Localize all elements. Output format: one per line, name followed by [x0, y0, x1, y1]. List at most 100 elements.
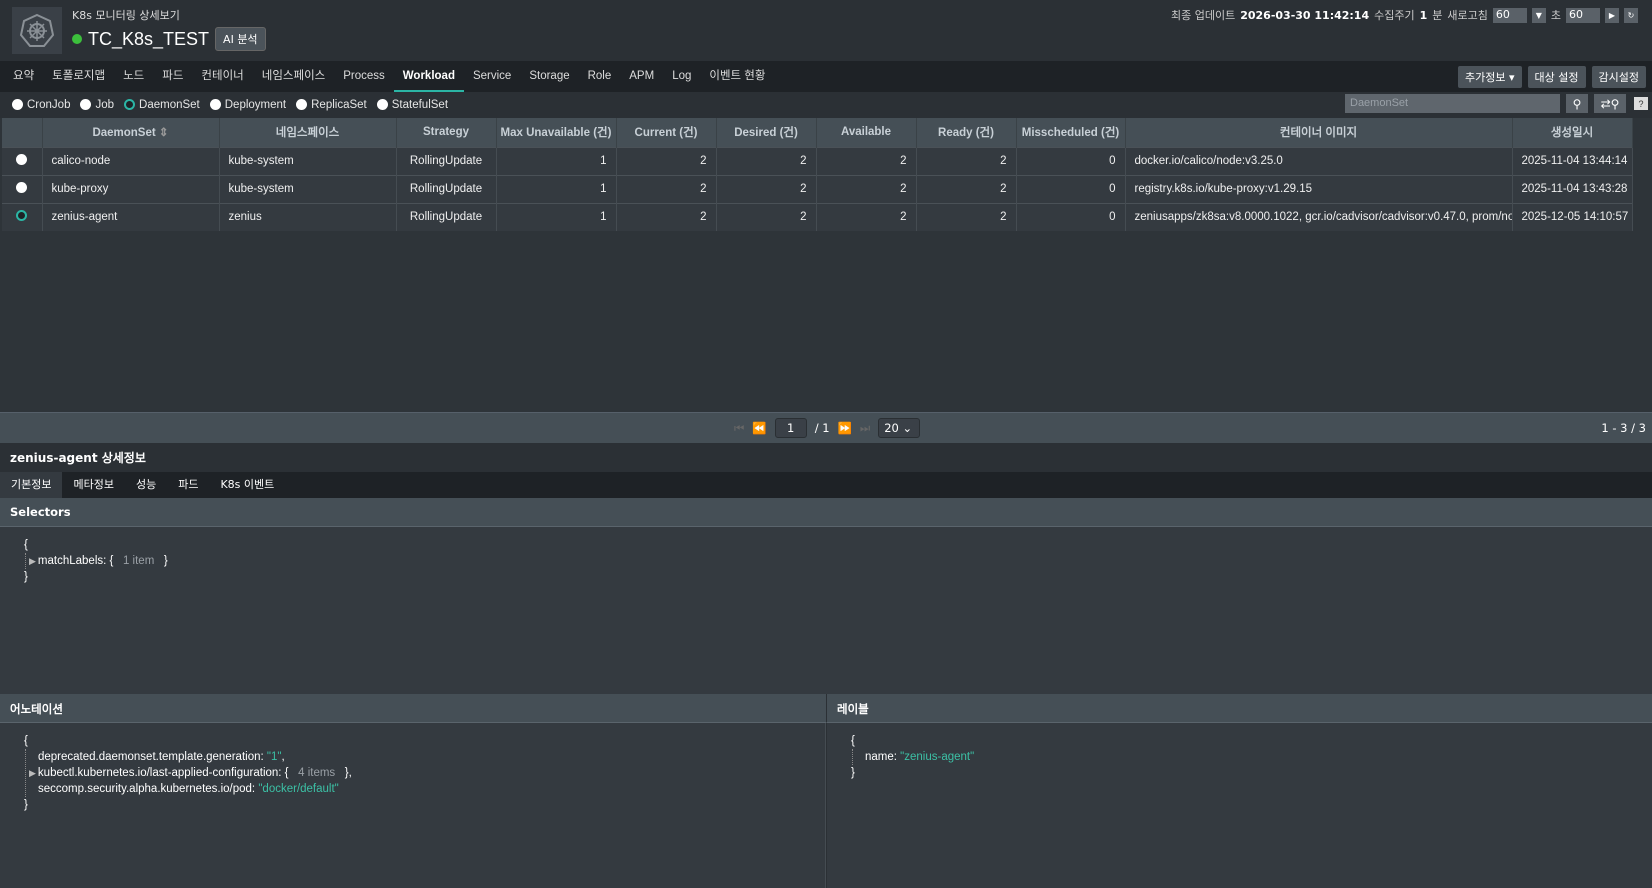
- table-cell: registry.k8s.io/kube-proxy:v1.29.15: [1125, 174, 1513, 203]
- tab-role[interactable]: Role: [587, 70, 612, 82]
- tab-apm[interactable]: APM: [629, 70, 655, 82]
- radio-statefulset[interactable]: StatefulSet: [376, 99, 448, 111]
- tab-process[interactable]: Process: [343, 70, 385, 82]
- tab-summary[interactable]: 요약: [13, 70, 35, 82]
- page-size-select[interactable]: 20 ⌄: [878, 418, 921, 438]
- tab-service[interactable]: Service: [472, 70, 512, 82]
- radio-job[interactable]: Job: [80, 99, 114, 111]
- first-page-icon[interactable]: ⏮: [734, 420, 745, 435]
- tab-workload[interactable]: Workload: [393, 61, 464, 92]
- table-cell: 1: [496, 146, 617, 175]
- ai-analysis-button[interactable]: AI 분석: [215, 27, 266, 51]
- cluster-title: TC_K8s_TEST: [88, 28, 210, 49]
- col-created[interactable]: 생성일시: [1512, 118, 1633, 147]
- table-cell: kube-system: [219, 174, 397, 203]
- tab-namespace[interactable]: 네임스페이스: [261, 70, 326, 82]
- help-icon[interactable]: ?: [1634, 97, 1648, 110]
- table-cell: 2: [716, 146, 817, 175]
- page-input[interactable]: 1: [774, 418, 807, 438]
- table-cell: 2: [816, 202, 917, 231]
- table-cell: 2: [916, 202, 1017, 231]
- radio-daemonset[interactable]: DaemonSet: [124, 99, 200, 111]
- radio-label: Job: [95, 98, 115, 111]
- col-image[interactable]: 컨테이너 이미지: [1125, 118, 1513, 147]
- refresh-label: 새로고침: [1447, 9, 1488, 22]
- col-current[interactable]: Current (건): [616, 118, 717, 147]
- radio-icon: [376, 99, 388, 110]
- tab-pods[interactable]: 파드: [178, 478, 199, 491]
- header: K8s 모니터링 상세보기 TC_K8s_TEST AI 분석 최종 업데이트 …: [0, 0, 1652, 61]
- tab-topology[interactable]: 토폴로지맵: [52, 70, 106, 82]
- table-cell: kube-system: [219, 146, 397, 175]
- table-row[interactable]: kube-proxy kube-system RollingUpdate 1 2 2 2 2 0…: [2, 174, 1633, 203]
- table-cell: 2: [916, 146, 1017, 175]
- workload-type-filter: CronJob Job DaemonSet Deployment Replica…: [0, 92, 1652, 117]
- refresh-icon[interactable]: ↻: [1624, 7, 1638, 23]
- prev-page-icon[interactable]: ⏪: [752, 421, 767, 435]
- play-icon[interactable]: ▶: [1605, 7, 1619, 23]
- col-max-unavailable[interactable]: Max Unavailable (건): [496, 118, 617, 147]
- json-key: name:: [865, 751, 897, 763]
- tab-meta-info[interactable]: 메타정보: [73, 478, 114, 491]
- table-cell: RollingUpdate: [396, 146, 497, 175]
- row-radio[interactable]: [2, 174, 43, 203]
- sec-input[interactable]: 60: [1566, 7, 1600, 23]
- last-page-icon[interactable]: ⏭: [859, 420, 871, 435]
- col-strategy[interactable]: Strategy: [396, 118, 497, 147]
- detail-title: zenius-agent 상세정보: [0, 444, 1652, 472]
- col-daemonset[interactable]: DaemonSet ⇕: [42, 118, 220, 147]
- last-update-label: 최종 업데이트: [1170, 9, 1236, 22]
- table-cell: 2025-12-05 14:10:57: [1512, 202, 1633, 231]
- advanced-search-icon[interactable]: ⇄⚲: [1594, 94, 1626, 113]
- row-radio[interactable]: [2, 146, 43, 175]
- json-value: "1": [266, 751, 282, 763]
- col-label: DaemonSet: [92, 127, 156, 140]
- tab-performance[interactable]: 성능: [135, 478, 157, 491]
- collect-unit: 분: [1432, 9, 1443, 22]
- monitor-settings-button[interactable]: 감시설정: [1591, 66, 1646, 88]
- next-page-icon[interactable]: ⏩: [837, 421, 852, 435]
- radio-replicaset[interactable]: ReplicaSet: [296, 99, 367, 111]
- tab-basic-info[interactable]: 기본정보: [0, 472, 63, 498]
- col-ready[interactable]: Ready (건): [916, 118, 1017, 147]
- col-desired[interactable]: Desired (건): [716, 118, 817, 147]
- target-settings-button[interactable]: 대상 설정: [1527, 66, 1586, 88]
- dropdown-icon[interactable]: ▼: [1531, 7, 1546, 23]
- annotations-header: 어노테이션: [0, 694, 827, 723]
- table-cell: 1: [496, 174, 617, 203]
- tab-log[interactable]: Log: [672, 70, 692, 82]
- expand-triangle-icon[interactable]: ▶: [29, 768, 36, 778]
- row-radio[interactable]: [2, 202, 43, 231]
- tab-events[interactable]: 이벤트 현황: [709, 70, 766, 82]
- refresh-select[interactable]: 60: [1492, 7, 1527, 23]
- daemonset-table: DaemonSet ⇕ 네임스페이스 Strategy Max Unavaila…: [2, 118, 1633, 231]
- col-misscheduled[interactable]: Misscheduled (건): [1016, 118, 1126, 147]
- tab-k8s-events[interactable]: K8s 이벤트: [220, 478, 275, 491]
- json-key: kubectl.kubernetes.io/last-applied-confi…: [37, 767, 282, 779]
- table-row[interactable]: zenius-agent zenius RollingUpdate 1 2 2 2 2 0 zen…: [2, 202, 1633, 231]
- search-icon[interactable]: ⚲: [1566, 94, 1588, 113]
- sort-icon[interactable]: ⇕: [158, 127, 169, 140]
- table-cell: 2: [916, 174, 1017, 203]
- col-namespace[interactable]: 네임스페이스: [219, 118, 397, 147]
- table-cell: 2: [816, 146, 917, 175]
- expand-triangle-icon[interactable]: ▶: [29, 556, 36, 566]
- table-row[interactable]: calico-node kube-system RollingUpdate 1 2 2 2 2…: [2, 146, 1633, 175]
- table-cell: kube-proxy: [42, 174, 220, 203]
- json-value: "zenius-agent": [900, 751, 975, 763]
- radio-deployment[interactable]: Deployment: [209, 99, 286, 111]
- collect-label: 수집주기: [1374, 9, 1415, 22]
- tab-storage[interactable]: Storage: [529, 70, 570, 82]
- search-input[interactable]: DaemonSet: [1345, 94, 1560, 113]
- main-nav: 요약 토폴로지맵 노드 파드 컨테이너 네임스페이스 Process Workl…: [0, 61, 1652, 92]
- radio-cronjob[interactable]: CronJob: [12, 99, 70, 111]
- labels-json: { name: "zenius-agent" }: [827, 723, 1652, 888]
- more-info-button[interactable]: 추가정보 ▾: [1458, 66, 1522, 88]
- radio-label: ReplicaSet: [311, 98, 367, 111]
- col-available[interactable]: Available: [816, 118, 917, 147]
- tab-container[interactable]: 컨테이너: [201, 70, 244, 82]
- table-cell: 2025-11-04 13:43:28: [1512, 174, 1633, 203]
- table-cell: zenius: [219, 202, 397, 231]
- tab-node[interactable]: 노드: [123, 70, 145, 82]
- tab-pod[interactable]: 파드: [162, 70, 184, 82]
